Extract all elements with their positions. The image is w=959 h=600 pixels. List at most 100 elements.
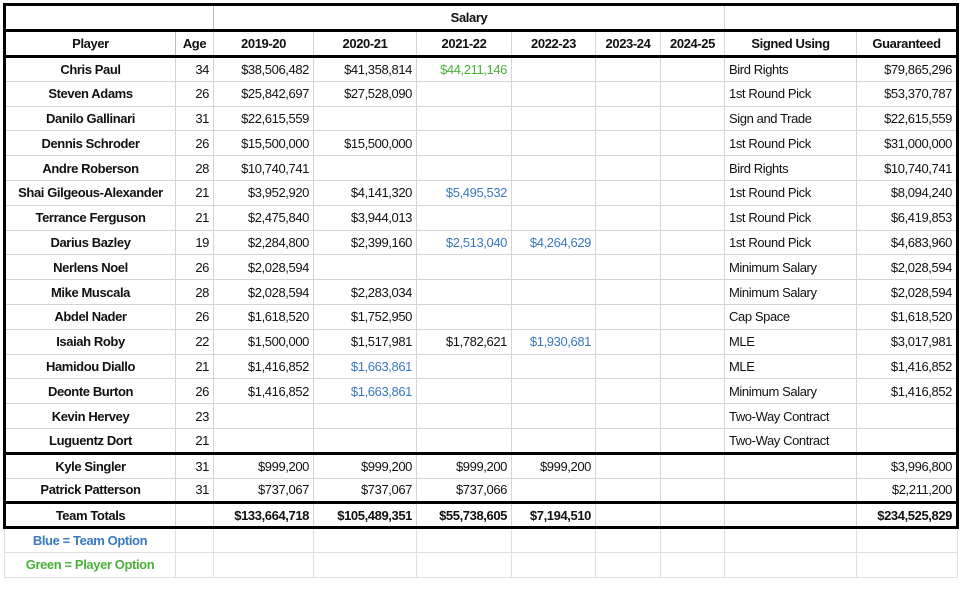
guaranteed[interactable]: $6,419,853	[856, 204, 959, 231]
blank-cell[interactable]	[213, 527, 314, 553]
player-name[interactable]: Mike Muscala	[3, 279, 176, 305]
salary-cell[interactable]: $1,930,681	[511, 328, 596, 355]
salary-cell[interactable]	[213, 403, 314, 429]
guaranteed[interactable]	[856, 427, 959, 455]
signed-using[interactable]: Minimum Salary	[724, 378, 857, 405]
salary-cell[interactable]	[511, 353, 596, 380]
guaranteed[interactable]: $53,370,787	[856, 80, 959, 107]
player-age[interactable]: 28	[175, 279, 214, 305]
signed-using[interactable]: Bird Rights	[724, 155, 857, 181]
salary-cell[interactable]	[660, 477, 725, 505]
player-name[interactable]: Steven Adams	[3, 80, 176, 107]
salary-cell[interactable]: $25,842,697	[213, 80, 314, 107]
salary-cell[interactable]: $10,740,741	[213, 155, 314, 181]
blank-cell[interactable]	[3, 3, 214, 31]
guaranteed[interactable]: $10,740,741	[856, 155, 959, 181]
salary-cell[interactable]: $27,528,090	[313, 80, 417, 107]
player-age[interactable]: 31	[175, 451, 214, 479]
blank-cell[interactable]	[313, 551, 417, 578]
salary-cell[interactable]	[595, 179, 661, 206]
salary-cell[interactable]	[660, 303, 725, 330]
player-age[interactable]: 28	[175, 155, 214, 181]
blank-cell[interactable]	[511, 551, 596, 578]
salary-cell[interactable]	[416, 279, 512, 305]
signed-using[interactable]: Bird Rights	[724, 56, 857, 82]
signed-using[interactable]: 1st Round Pick	[724, 130, 857, 157]
salary-cell[interactable]: $2,284,800	[213, 229, 314, 256]
salary-cell[interactable]: $1,416,852	[213, 353, 314, 380]
salary-cell[interactable]	[660, 451, 725, 479]
salary-cell[interactable]: $1,782,621	[416, 328, 512, 355]
player-age[interactable]: 31	[175, 477, 214, 505]
salary-cell[interactable]: $3,944,013	[313, 204, 417, 231]
legend-player-option[interactable]: Green = Player Option	[4, 551, 176, 578]
player-age[interactable]: 26	[175, 254, 214, 281]
salary-cell[interactable]	[660, 279, 725, 305]
player-name[interactable]: Hamidou Diallo	[3, 353, 176, 380]
guaranteed[interactable]	[856, 403, 959, 429]
total-cell[interactable]	[595, 501, 661, 530]
total-cell[interactable]	[660, 501, 725, 530]
player-name[interactable]: Danilo Gallinari	[3, 105, 176, 132]
salary-cell[interactable]: $1,663,861	[313, 378, 417, 405]
signed-using[interactable]: 1st Round Pick	[724, 80, 857, 107]
salary-cell[interactable]	[313, 427, 417, 455]
salary-cell[interactable]: $737,067	[313, 477, 417, 505]
guaranteed[interactable]: $1,416,852	[856, 353, 959, 380]
blank-cell[interactable]	[416, 527, 512, 553]
salary-cell[interactable]	[416, 403, 512, 429]
salary-cell[interactable]	[660, 130, 725, 157]
salary-cell[interactable]: $15,500,000	[313, 130, 417, 157]
column-header[interactable]: Guaranteed	[856, 29, 959, 58]
guaranteed[interactable]: $31,000,000	[856, 130, 959, 157]
salary-cell[interactable]	[595, 130, 661, 157]
salary-cell[interactable]	[313, 105, 417, 132]
salary-cell[interactable]: $1,517,981	[313, 328, 417, 355]
salary-cell[interactable]: $1,663,861	[313, 353, 417, 380]
salary-cell[interactable]	[511, 279, 596, 305]
player-age[interactable]: 31	[175, 105, 214, 132]
salary-cell[interactable]	[660, 80, 725, 107]
salary-cell[interactable]: $999,200	[213, 451, 314, 479]
guaranteed[interactable]: $1,416,852	[856, 378, 959, 405]
column-header[interactable]: 2019-20	[213, 29, 314, 58]
salary-cell[interactable]	[416, 254, 512, 281]
blank-cell[interactable]	[724, 501, 857, 530]
salary-cell[interactable]	[595, 353, 661, 380]
salary-cell[interactable]	[511, 427, 596, 455]
salary-cell[interactable]	[416, 378, 512, 405]
salary-cell[interactable]	[595, 477, 661, 505]
player-age[interactable]: 21	[175, 427, 214, 455]
salary-cell[interactable]: $999,200	[511, 451, 596, 479]
blank-cell[interactable]	[724, 527, 857, 553]
salary-cell[interactable]	[595, 80, 661, 107]
salary-cell[interactable]	[595, 105, 661, 132]
blank-cell[interactable]	[313, 527, 417, 553]
salary-cell[interactable]	[511, 155, 596, 181]
blank-cell[interactable]	[175, 527, 214, 553]
salary-cell[interactable]	[595, 378, 661, 405]
salary-cell[interactable]: $2,513,040	[416, 229, 512, 256]
salary-cell[interactable]	[511, 179, 596, 206]
salary-cell[interactable]: $1,416,852	[213, 378, 314, 405]
salary-cell[interactable]	[416, 427, 512, 455]
salary-cell[interactable]	[595, 451, 661, 479]
signed-using[interactable]: 1st Round Pick	[724, 204, 857, 231]
player-name[interactable]: Nerlens Noel	[3, 254, 176, 281]
guaranteed[interactable]: $8,094,240	[856, 179, 959, 206]
signed-using[interactable]: Two-Way Contract	[724, 403, 857, 429]
salary-cell[interactable]: $737,066	[416, 477, 512, 505]
blank-cell[interactable]	[511, 527, 596, 553]
salary-cell[interactable]: $4,264,629	[511, 229, 596, 256]
signed-using[interactable]: MLE	[724, 328, 857, 355]
salary-cell[interactable]: $1,500,000	[213, 328, 314, 355]
salary-cell[interactable]: $3,952,920	[213, 179, 314, 206]
guaranteed[interactable]: $2,028,594	[856, 254, 959, 281]
salary-cell[interactable]	[595, 155, 661, 181]
salary-cell[interactable]	[595, 403, 661, 429]
blank-cell[interactable]	[213, 551, 314, 578]
player-name[interactable]: Terrance Ferguson	[3, 204, 176, 231]
salary-cell[interactable]	[416, 155, 512, 181]
salary-cell[interactable]	[660, 229, 725, 256]
salary-group-header[interactable]: Salary	[213, 3, 725, 31]
